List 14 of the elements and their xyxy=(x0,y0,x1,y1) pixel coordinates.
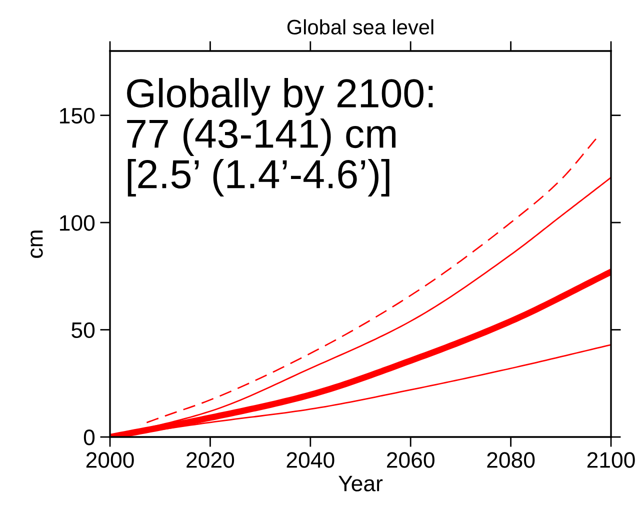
y-axis-title: cm xyxy=(30,230,43,258)
x-axis-title: Year xyxy=(338,476,383,492)
x-tick-label: 2060 xyxy=(387,452,434,468)
x-tick-label: 2040 xyxy=(286,452,334,468)
y-tick-label: 150 xyxy=(60,108,95,124)
x-tick-label: 2080 xyxy=(487,452,535,468)
x-tick-label: 2020 xyxy=(186,452,234,468)
chart-title: Global sea level xyxy=(287,19,434,35)
x-tick-label: 2000 xyxy=(86,452,134,468)
x-tick-label: 2100 xyxy=(587,452,635,468)
annotation: Globally by 2100: 77 (43-141) cm [2.5’ (1.4’-4.6’)] xyxy=(127,78,433,196)
y-tick-label: 0 xyxy=(84,430,95,446)
y-tick-label: 100 xyxy=(60,215,95,231)
y-tick-label: 50 xyxy=(72,322,95,338)
